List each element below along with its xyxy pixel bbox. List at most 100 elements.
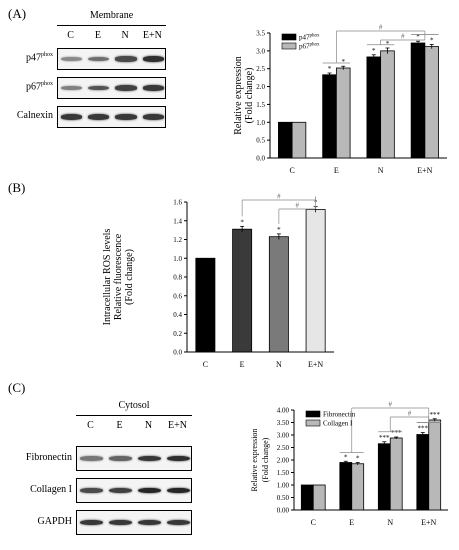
blot-band [88, 114, 110, 120]
x-tick-label: N [276, 360, 282, 369]
significance-marker: * [372, 47, 376, 55]
protein-name-sup: phox [41, 52, 53, 58]
bar [366, 56, 382, 159]
bar [339, 462, 353, 511]
legend-swatch [305, 410, 321, 418]
legend-label: p67phox [299, 43, 320, 51]
y-tick-label: 2.0 [256, 83, 265, 91]
significance-marker: * [328, 65, 332, 73]
significance-marker: * [341, 58, 345, 66]
protein-name: p47 [26, 52, 41, 64]
x-tick-label: E [240, 360, 245, 369]
chart-b-group: 0.0 0.2 0.4 0.6 0.8 1.0 1.2 1.4 1.6 Intracellular… [102, 193, 334, 369]
y-tick-label: 0.6 [173, 292, 182, 300]
blot-band [138, 487, 161, 494]
legend-label-sup: phox [310, 43, 321, 48]
bar [389, 437, 403, 511]
y-tick-label: 3.5 [256, 30, 265, 38]
blot-band [142, 85, 164, 91]
blot-band [115, 114, 137, 120]
y-tick-label: 0.4 [173, 311, 182, 319]
legend-label-sup: phox [310, 34, 321, 39]
significance-marker: *** [429, 411, 440, 419]
bar [195, 257, 216, 353]
y-tick-label: 0.5 [256, 137, 265, 145]
bar [268, 236, 289, 353]
y-tick-label: 2.50 [277, 444, 290, 452]
bracket-significance-label: # [379, 24, 383, 32]
bar [232, 228, 253, 353]
bar [322, 74, 337, 159]
y-tick-label: 3.50 [277, 419, 290, 427]
protein-name: p67 [26, 81, 41, 93]
y-axis-label-line: (Fold change) [124, 249, 135, 305]
blot-header-rule [57, 25, 166, 26]
legend-label: Fibronectin [323, 411, 356, 419]
y-axis-label-line: Relative expression [250, 429, 259, 492]
lane-label: E+N [168, 420, 187, 431]
blot-band [80, 487, 103, 494]
blot-band [109, 519, 132, 526]
x-tick-label: N [387, 518, 393, 527]
significance-marker: * [416, 33, 420, 41]
x-tick-label: N [378, 166, 384, 175]
x-tick-label: E [334, 166, 339, 175]
significance-marker: *** [379, 434, 390, 442]
protein-name: Fibronectin [25, 451, 72, 463]
significance-marker: * [356, 455, 360, 463]
blot-row [57, 48, 166, 70]
panel-label-b: (B) [8, 180, 26, 195]
y-tick-label: 3.0 [256, 47, 265, 55]
lane-label: C [87, 420, 94, 431]
y-tick-label: 1.00 [277, 482, 290, 490]
protein-name: GAPDH [37, 515, 72, 527]
protein-label: Fibronectin [0, 452, 72, 463]
protein-label: Collagen I [0, 484, 72, 495]
protein-name-sup: phox [41, 81, 53, 87]
blot-row [57, 106, 166, 128]
bar [424, 46, 439, 159]
blot-band [109, 456, 132, 461]
y-tick-label: 1.2 [173, 236, 182, 244]
y-tick-label: 1.50 [277, 469, 290, 477]
bracket-significance-label: # [401, 33, 405, 41]
lane-label: E [116, 420, 123, 431]
significance-marker: * [430, 36, 434, 44]
x-tick-label: E+N [308, 360, 323, 369]
y-tick-label: 0.00 [277, 507, 290, 515]
y-axis-label-line: Relative expression [233, 56, 244, 135]
blot-row [57, 77, 166, 99]
blot-band [109, 487, 132, 494]
blot-band [60, 114, 83, 120]
blot-row [76, 510, 192, 535]
bar [278, 121, 293, 159]
y-tick-label: 4.00 [277, 407, 290, 415]
y-axis-label: Relative expression(Fold change) [233, 56, 255, 135]
bar [305, 209, 326, 353]
protein-label: GAPDH [0, 516, 72, 527]
lane-label: N [121, 30, 129, 41]
blot-band [88, 85, 110, 91]
bracket-significance-label: # [408, 410, 412, 418]
blot-band [167, 519, 190, 526]
y-tick-label: 0.50 [277, 494, 290, 502]
y-tick-label: 1.5 [256, 101, 265, 109]
y-tick-label: 0.0 [256, 155, 265, 163]
blot-header-rule [76, 415, 192, 416]
bracket-significance-label: # [277, 193, 281, 201]
significance-marker: *** [418, 425, 429, 433]
bar [300, 484, 314, 511]
x-tick-label: C [203, 360, 208, 369]
y-axis-label-line: Intracellular ROS levels [102, 229, 113, 326]
y-axis-label-line: (Fold change) [261, 437, 270, 482]
y-tick-label: 1.4 [173, 217, 182, 225]
lane-label: N [144, 420, 153, 431]
y-tick-label: 0.0 [173, 349, 182, 357]
bracket-significance-label: # [296, 202, 300, 210]
blot-band [142, 114, 164, 120]
blot-band [80, 519, 103, 526]
blot-band [80, 456, 103, 461]
x-tick-label: C [289, 166, 294, 175]
significance-marker: * [344, 453, 348, 461]
legend-label: p47phox [299, 34, 320, 42]
